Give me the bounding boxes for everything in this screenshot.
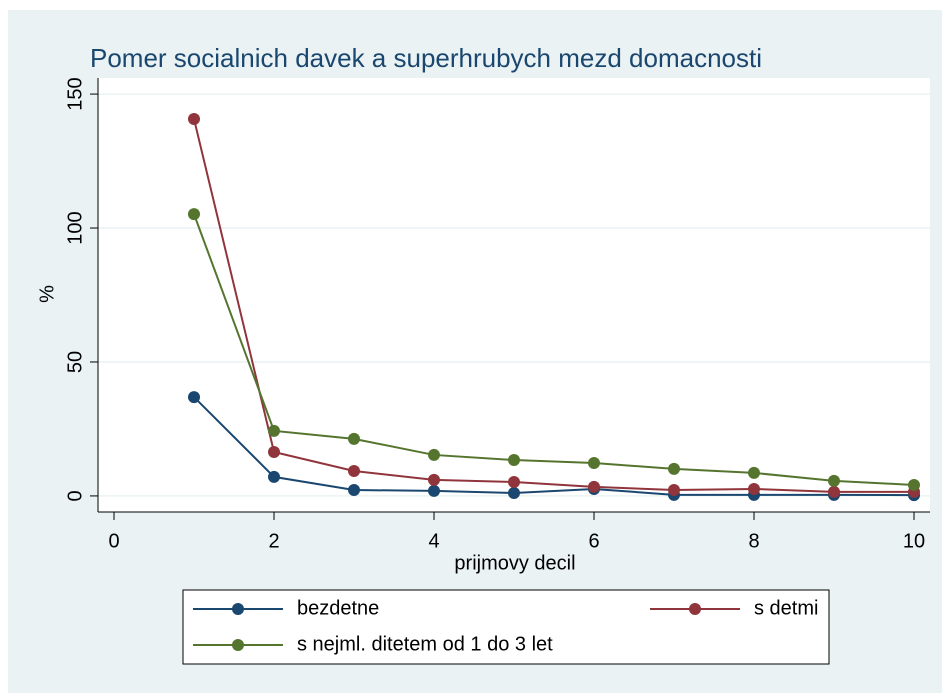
y-tick-label: 0 bbox=[64, 490, 86, 501]
point bbox=[348, 432, 360, 445]
point bbox=[188, 112, 200, 125]
point bbox=[428, 484, 440, 497]
series-line bbox=[193, 118, 914, 493]
point bbox=[588, 480, 600, 493]
chart-title: Pomer socialnich davek a superhrubych me… bbox=[90, 43, 762, 73]
point bbox=[508, 475, 520, 488]
point bbox=[268, 424, 280, 437]
legend-marker bbox=[689, 603, 701, 615]
x-tick-label: 6 bbox=[588, 530, 599, 552]
y-axis-label: % bbox=[36, 285, 58, 303]
x-tick-label: 0 bbox=[108, 530, 119, 552]
y-tick-label: 100 bbox=[64, 211, 86, 244]
point bbox=[748, 482, 760, 495]
point bbox=[188, 391, 200, 404]
legend-marker bbox=[232, 603, 244, 615]
point bbox=[828, 485, 840, 498]
x-tick-label: 8 bbox=[748, 530, 759, 552]
point bbox=[348, 484, 360, 497]
y-tick-label: 150 bbox=[64, 77, 86, 110]
point bbox=[348, 465, 360, 478]
legend-label: bezdetne bbox=[297, 597, 379, 619]
point bbox=[268, 445, 280, 458]
point bbox=[828, 474, 840, 487]
point bbox=[188, 208, 200, 221]
x-tick-label: 10 bbox=[903, 530, 925, 552]
y-tick-label: 50 bbox=[64, 351, 86, 373]
point bbox=[748, 466, 760, 479]
x-axis-label: prijmovy decil bbox=[454, 552, 575, 574]
series-line bbox=[193, 396, 915, 497]
point bbox=[508, 486, 520, 499]
legend-marker bbox=[232, 639, 244, 651]
x-tick-label: 2 bbox=[268, 530, 279, 552]
point bbox=[428, 473, 440, 486]
point bbox=[668, 462, 680, 475]
point bbox=[428, 448, 440, 461]
legend-label: s detmi bbox=[754, 597, 818, 619]
point bbox=[508, 454, 520, 467]
point bbox=[668, 484, 680, 497]
legend-label: s nejml. ditetem od 1 do 3 let bbox=[297, 633, 553, 655]
point bbox=[908, 478, 920, 491]
point bbox=[588, 456, 600, 469]
point bbox=[268, 470, 280, 483]
legend-box bbox=[182, 589, 830, 665]
series-line bbox=[193, 213, 915, 486]
x-tick-label: 4 bbox=[428, 530, 439, 552]
